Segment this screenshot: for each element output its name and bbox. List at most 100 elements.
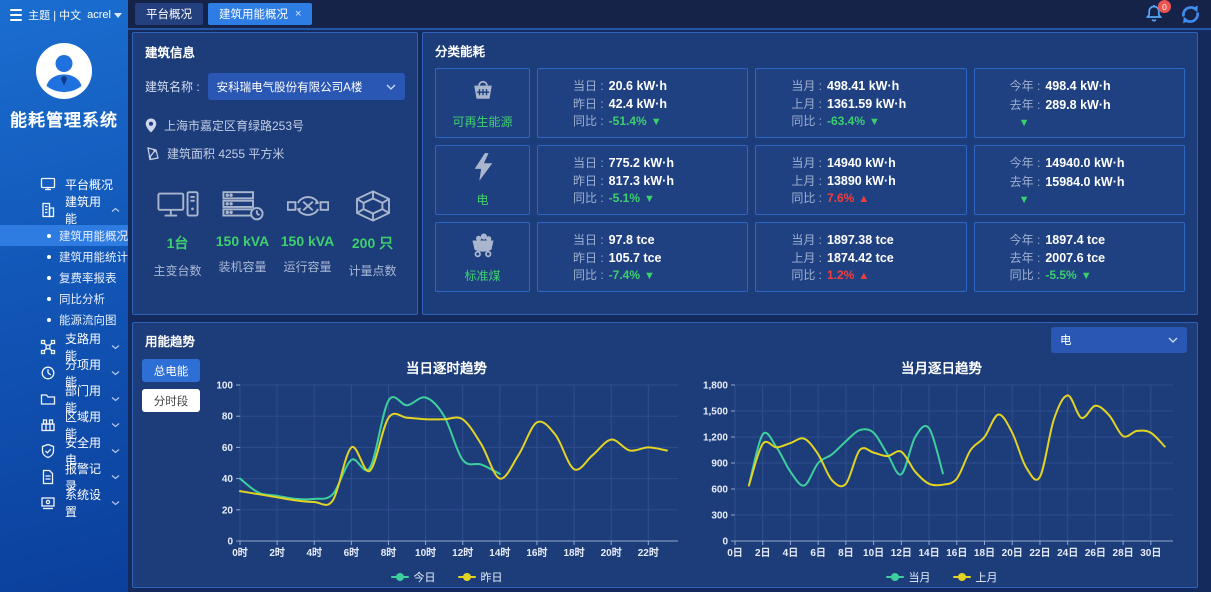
svg-text:20日: 20日 bbox=[1001, 547, 1022, 559]
energy-row-coal: 标准煤 当日 : 97.8 tce 昨日 : 105.7 tce 同比 : -7.4%… bbox=[435, 222, 1185, 292]
stat-label: 去年 : bbox=[1009, 175, 1041, 189]
svg-text:16日: 16日 bbox=[946, 547, 967, 559]
legend-item[interactable]: 上月 bbox=[952, 569, 998, 585]
building-address: 上海市嘉定区育绿路253号 bbox=[164, 119, 305, 133]
stat-label: 当日 : bbox=[573, 156, 604, 170]
category-name: 标准煤 bbox=[464, 269, 501, 283]
svg-text:1,800: 1,800 bbox=[702, 381, 727, 392]
building-info-panel: 建筑信息 建筑名称 : 安科瑞电气股份有限公司A楼 上海市嘉定区育绿路253号 … bbox=[132, 32, 418, 315]
svg-text:6日: 6日 bbox=[810, 547, 826, 559]
sidebar: 主题 | 中文 acrel 能耗管理系统 平台概况 建筑用能 bbox=[0, 0, 128, 592]
sidebar-item-label: 平台概况 bbox=[65, 177, 114, 192]
legend-label: 今日 bbox=[413, 572, 436, 584]
building-stats: 1台 主变台数 150 kVA 装机容量 150 kVA 运行容量 bbox=[145, 186, 405, 279]
close-icon[interactable]: × bbox=[295, 8, 302, 20]
stat-label: 上月 : bbox=[791, 173, 822, 188]
energy-type-select[interactable]: 电 bbox=[1051, 327, 1187, 353]
sidebar-subitem-energy-flow[interactable]: 能源流向图 bbox=[0, 309, 128, 330]
sidebar-item-department-energy[interactable]: 部门用能 bbox=[0, 384, 128, 415]
energy-stat-box: 当日 : 775.2 kW·h 昨日 : 817.3 kW·h 同比 : -5.1% ▼ bbox=[537, 145, 749, 215]
sidebar-item-platform-overview[interactable]: 平台概况 bbox=[0, 171, 128, 197]
daily-trend-plot: 0日 2日 4日 6日 8日 10日 12日 14日 16日 18日 20日 22日 24日 26日 28日… bbox=[695, 379, 1189, 568]
svg-text:900: 900 bbox=[711, 459, 728, 470]
shield-check-icon bbox=[40, 443, 56, 459]
stat-label: 当月 : bbox=[791, 79, 822, 93]
legend-item[interactable]: 当月 bbox=[885, 569, 931, 585]
building-select-value: 安科瑞电气股份有限公司A楼 bbox=[216, 81, 363, 94]
sidebar-item-alarm-records[interactable]: 报警记录 bbox=[0, 462, 128, 493]
svg-text:60: 60 bbox=[221, 443, 233, 454]
username-label: acrel bbox=[87, 9, 111, 21]
stat-transformer-count: 1台 主变台数 bbox=[145, 186, 210, 279]
sidebar-subitem-label: 同比分析 bbox=[59, 293, 105, 306]
bullet-icon bbox=[47, 233, 51, 238]
sidebar-subitem-building-overview[interactable]: 建筑用能概况 bbox=[0, 225, 128, 246]
sidebar-item-subitem-energy[interactable]: 分项用能 bbox=[0, 358, 128, 389]
panel-title: 用能趋势 bbox=[145, 335, 196, 349]
stat-value: 150 kVA bbox=[215, 233, 270, 249]
chart-title: 当日逐时趋势 bbox=[406, 361, 487, 376]
sidebar-item-label: 安全用电 bbox=[65, 436, 102, 467]
legend-item[interactable]: 今日 bbox=[390, 569, 436, 585]
circulation-arrows-icon bbox=[286, 186, 329, 222]
stat-value: 15984.0 kW·h bbox=[1045, 175, 1125, 189]
stat-running-capacity: 150 kVA 运行容量 bbox=[275, 186, 340, 279]
theme-language-label[interactable]: 主题 | 中文 bbox=[28, 10, 82, 22]
sidebar-item-branch-energy[interactable]: 支路用能 bbox=[0, 332, 128, 363]
sidebar-item-label: 建筑用能 bbox=[65, 195, 102, 226]
svg-text:20时: 20时 bbox=[600, 546, 621, 559]
user-menu[interactable]: acrel bbox=[87, 9, 122, 21]
stat-label: 当日 : bbox=[573, 233, 604, 247]
time-period-button[interactable]: 分时段 bbox=[142, 389, 200, 412]
category-coal: 标准煤 bbox=[435, 222, 530, 292]
hourly-trend-chart: 当日逐时趋势 0时 2时 4时 6时 8时 10时 12时 14时 16时 18时 20时 22时 0 2… bbox=[199, 353, 694, 585]
stat-value: 2007.6 tce bbox=[1045, 250, 1106, 265]
tab-building-energy-overview[interactable]: 建筑用能概况 × bbox=[208, 3, 313, 25]
notifications-bell-icon[interactable]: 0 bbox=[1143, 0, 1171, 27]
svg-text:12时: 12时 bbox=[452, 546, 473, 559]
energy-stat-box: 当日 : 20.6 kW·h 昨日 : 42.4 kW·h 同比 : -51.4% ▼ bbox=[537, 68, 749, 138]
branch-network-icon bbox=[40, 339, 56, 355]
sidebar-subitem-yoy-analysis[interactable]: 同比分析 bbox=[0, 288, 128, 309]
trend-arrow-icon: ▼ bbox=[644, 193, 655, 205]
svg-text:0: 0 bbox=[722, 537, 728, 548]
svg-text:10时: 10时 bbox=[415, 546, 436, 559]
lightning-bolt-icon bbox=[470, 152, 496, 187]
svg-text:300: 300 bbox=[711, 511, 728, 522]
trend-arrow-icon: ▼ bbox=[644, 270, 655, 282]
sidebar-subitem-building-statistics[interactable]: 建筑用能统计 bbox=[0, 246, 128, 267]
sidebar-item-system-settings[interactable]: 系统设置 bbox=[0, 488, 128, 519]
sidebar-subitem-tariff-report[interactable]: 复费率报表 bbox=[0, 267, 128, 288]
total-energy-button[interactable]: 总电能 bbox=[142, 359, 200, 382]
hamburger-menu-icon[interactable] bbox=[10, 9, 23, 21]
energy-stat-box: 今年 : 14940.0 kW·h 去年 : 15984.0 kW·h ▼ bbox=[973, 145, 1185, 215]
stat-value: 97.8 tce bbox=[608, 233, 655, 247]
trend-line: 同比 : -51.4% ▼ bbox=[573, 114, 662, 128]
svg-text:24日: 24日 bbox=[1057, 547, 1078, 559]
legend-marker-icon bbox=[885, 573, 904, 581]
chevron-down-icon bbox=[1168, 337, 1178, 343]
building-energy-submenu: 建筑用能概况 建筑用能统计 复费率报表 同比分析 能源流向图 bbox=[0, 225, 128, 330]
sidebar-item-label: 报警记录 bbox=[65, 462, 102, 493]
sidebar-item-region-energy[interactable]: 区域用能 bbox=[0, 410, 128, 441]
stat-value: 498.41 kW·h bbox=[827, 79, 900, 93]
hourly-trend-plot: 0时 2时 4时 6时 8时 10时 12时 14时 16时 18时 20时 22时 0 20 40 60 80… bbox=[200, 379, 694, 568]
stat-label: 计量点数 bbox=[348, 264, 397, 278]
svg-text:20: 20 bbox=[221, 505, 233, 516]
svg-text:30日: 30日 bbox=[1140, 547, 1161, 559]
chevron-down-icon bbox=[111, 500, 120, 506]
legend-item[interactable]: 昨日 bbox=[457, 569, 503, 585]
sidebar-item-building-energy[interactable]: 建筑用能 bbox=[0, 195, 128, 226]
trend-line: 同比 : -63.4% ▼ bbox=[791, 114, 880, 128]
category-renewable: 可再生能源 bbox=[435, 68, 530, 138]
refresh-icon[interactable] bbox=[1179, 3, 1203, 27]
trend-arrow-icon: ▼ bbox=[650, 116, 662, 128]
chevron-down-icon bbox=[111, 344, 120, 350]
sidebar-item-label: 部门用能 bbox=[65, 384, 102, 415]
building-select[interactable]: 安科瑞电气股份有限公司A楼 bbox=[207, 73, 405, 100]
sidebar-item-electrical-safety[interactable]: 安全用电 bbox=[0, 436, 128, 467]
tab-platform-overview[interactable]: 平台概况 bbox=[135, 3, 203, 25]
chart-title: 当月逐日趋势 bbox=[901, 361, 982, 376]
stat-label: 当月 : bbox=[791, 156, 822, 170]
stat-label: 去年 : bbox=[1009, 98, 1041, 112]
